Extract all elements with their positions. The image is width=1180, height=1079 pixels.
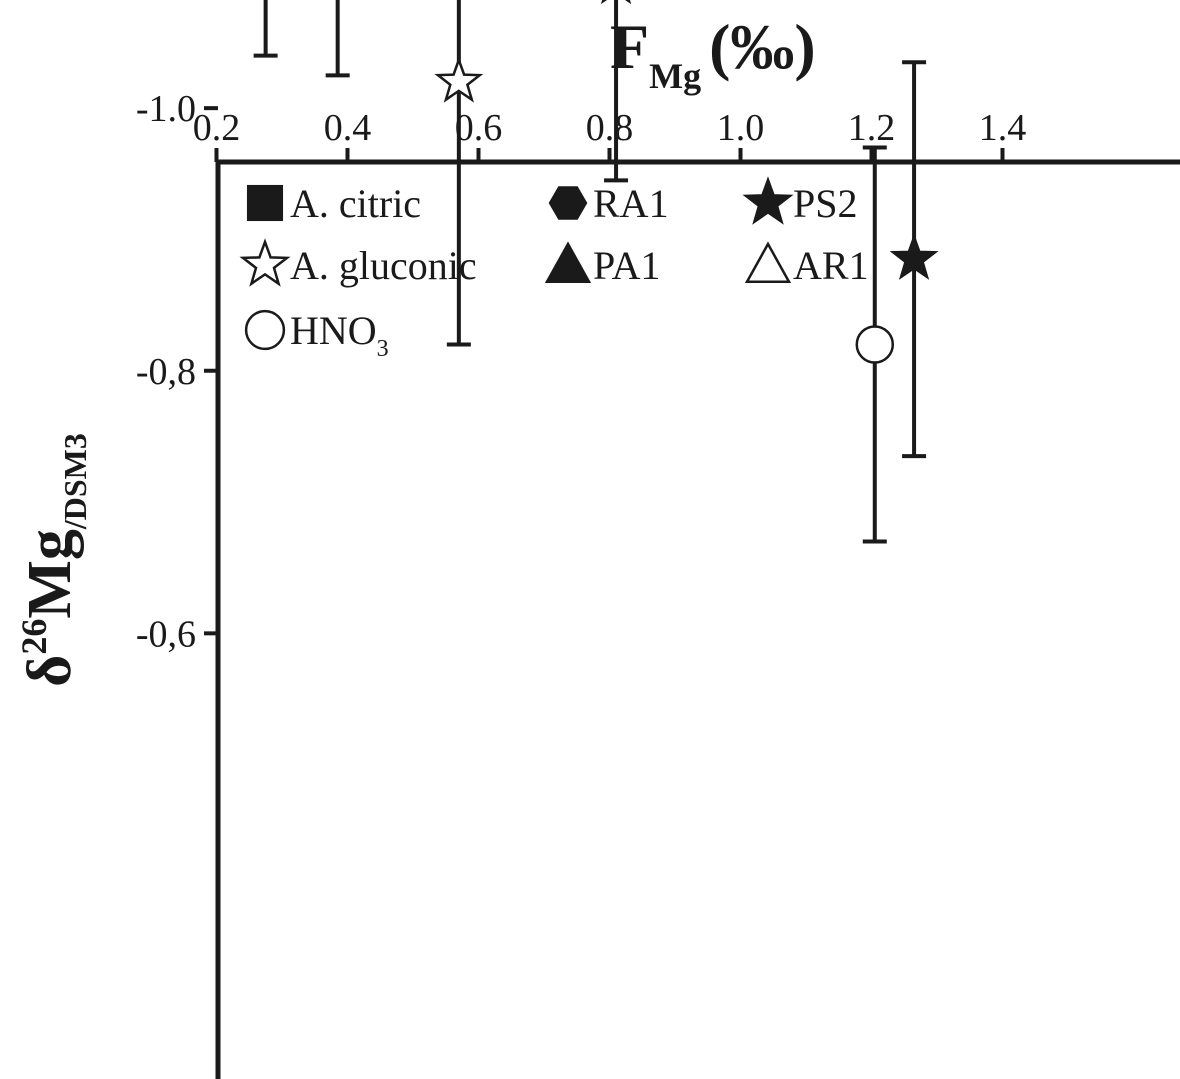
legend-marker-a-citric xyxy=(246,184,284,222)
ticks-layer: 0.20.40.60.81.01.21.4-0,6-0,8-1.0-1.2-1.… xyxy=(136,88,1027,655)
legend-marker-ps2 xyxy=(742,176,794,225)
x-axis-title-main: F xyxy=(610,11,649,82)
legend-label-hno3: HNO3 xyxy=(290,308,389,362)
y-tick-label: -1.0 xyxy=(136,88,196,130)
legend-label-pa1: PA1 xyxy=(593,243,660,288)
x-axis-title-sub: Mg xyxy=(649,56,701,96)
x-tick-label: 0.2 xyxy=(193,107,241,149)
x-tick-label: 1.2 xyxy=(848,107,896,149)
y-tick-label: -0,6 xyxy=(136,613,196,655)
legend: A. citric RA1 PS2 A. gluconic PA1 AR1 HNO3 xyxy=(239,176,869,362)
legend-label-ra1: RA1 xyxy=(593,181,669,226)
x-axis-title-unit: (‰) xyxy=(709,11,816,82)
x-tick-label: 1.4 xyxy=(979,107,1027,149)
x-axis-title: FMg (‰) xyxy=(610,11,816,96)
y-axis-title-main: Mg xyxy=(16,529,84,619)
legend-label-ps2: PS2 xyxy=(793,181,858,226)
legend-marker-ra1 xyxy=(548,186,588,220)
y-tick-label: -0,8 xyxy=(136,351,196,393)
legend-label-a-gluconic: A. gluconic xyxy=(290,243,477,288)
x-tick-label: 0.8 xyxy=(586,107,634,149)
y-axis-title-delta: δ xyxy=(16,655,84,687)
y-axis-title-sup: 26 xyxy=(14,619,54,655)
y-axis-title-sub: /DSM3 xyxy=(57,433,93,530)
x-tick-label: 0.6 xyxy=(455,107,503,149)
markers-layer xyxy=(434,0,939,364)
data-point-hno3 xyxy=(855,325,895,364)
legend-marker-ar1 xyxy=(744,241,792,284)
x-tick-label: 1.0 xyxy=(717,107,765,149)
x-tick-label: 0.4 xyxy=(324,107,372,149)
legend-label-a-citric: A. citric xyxy=(290,181,421,226)
legend-marker-a-gluconic xyxy=(239,238,291,287)
legend-marker-pa1 xyxy=(544,241,592,284)
data-point-ps2 xyxy=(889,233,939,280)
legend-marker-hno3 xyxy=(244,309,286,351)
y-axis-title: δ26Mg/DSM3 xyxy=(14,433,93,687)
legend-label-ar1: AR1 xyxy=(793,243,869,288)
data-point-a-gluconic xyxy=(434,56,484,103)
